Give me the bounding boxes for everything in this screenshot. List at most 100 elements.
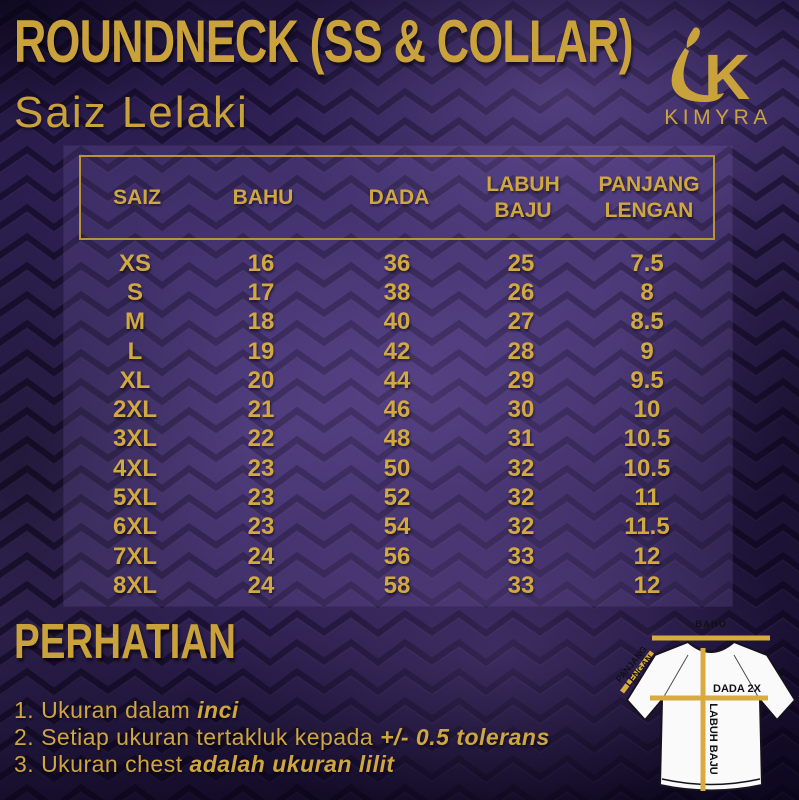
cell-saiz: 3XL <box>112 425 157 453</box>
cell-dada: 40 <box>383 308 411 336</box>
collar-line <box>690 643 732 652</box>
column-header-bahu: BAHU <box>232 185 294 209</box>
cell-panjang-lengan: 12 <box>633 542 661 570</box>
size-table-body: XS 16 36 25 7.5 S 17 38 26 8 M 18 40 27 … <box>79 249 715 601</box>
note-1-text: 1. Ukuran dalam <box>14 697 198 723</box>
cell-dada: 52 <box>383 484 411 512</box>
cell-labuh-baju: 32 <box>507 454 535 482</box>
cell-bahu: 16 <box>247 249 275 277</box>
cell-saiz: 2XL <box>112 396 157 424</box>
cell-saiz: 4XL <box>112 454 157 482</box>
cell-labuh-baju: 27 <box>507 308 535 336</box>
cell-bahu: 23 <box>247 513 275 541</box>
cell-labuh-baju: 33 <box>507 571 535 599</box>
cell-dada: 44 <box>383 366 411 394</box>
column-header-saiz: SAIZ <box>113 185 161 209</box>
size-table-header: SAIZ BAHU DADA LABUH BAJU PANJANG LENGAN <box>79 155 715 240</box>
cell-saiz: 8XL <box>112 571 157 599</box>
cell-bahu: 20 <box>247 366 275 394</box>
note-item-2: 2. Setiap ukuran tertakluk kepada +/- 0.… <box>14 724 550 751</box>
cell-bahu: 22 <box>247 425 275 453</box>
note-3-emphasis: adalah ukuran lilit <box>189 751 395 777</box>
size-table-panel <box>63 145 733 607</box>
size-table-row: 2XL 21 46 30 10 <box>79 395 715 424</box>
size-table-row: 4XL 23 50 32 10.5 <box>79 454 715 483</box>
cell-bahu: 23 <box>247 454 275 482</box>
cell-panjang-lengan: 9.5 <box>630 366 664 394</box>
cell-panjang-lengan: 8.5 <box>630 308 664 336</box>
size-table-row: 7XL 24 56 33 12 <box>79 542 715 571</box>
size-table-row: 3XL 22 48 31 10.5 <box>79 425 715 454</box>
tshirt-measurement-diagram: BAHU PANJANG LENGAN DADA 2X LABUH BAJU <box>614 619 796 792</box>
cell-panjang-lengan: 7.5 <box>630 249 664 277</box>
hem-line <box>661 778 761 786</box>
size-table-row: L 19 42 28 9 <box>79 337 715 366</box>
cell-bahu: 17 <box>247 278 275 306</box>
notes-heading: PERHATIAN <box>14 613 236 669</box>
cell-dada: 42 <box>383 337 411 365</box>
bahu-label: BAHU <box>695 619 726 630</box>
cell-dada: 54 <box>383 513 411 541</box>
cell-labuh-baju: 26 <box>507 278 535 306</box>
cell-dada: 58 <box>383 571 411 599</box>
cell-panjang-lengan: 12 <box>633 571 661 599</box>
cell-bahu: 21 <box>247 396 275 424</box>
size-table-row: 5XL 23 52 32 11 <box>79 483 715 512</box>
cell-panjang-lengan: 10.5 <box>623 454 671 482</box>
panjang-lengan-measure-line <box>620 650 654 694</box>
cell-labuh-baju: 31 <box>507 425 535 453</box>
column-header-dada: DADA <box>368 185 430 209</box>
kimyra-logo: K KIMYRA <box>664 27 772 129</box>
cell-saiz: S <box>126 278 143 306</box>
column-header-panjang-lengan: PANJANG LENGAN <box>598 173 700 222</box>
cell-dada: 48 <box>383 425 411 453</box>
size-table-row: 8XL 24 58 33 12 <box>79 571 715 600</box>
cell-labuh-baju: 32 <box>507 513 535 541</box>
note-item-3: 3. Ukuran chest adalah ukuran lilit <box>14 751 550 778</box>
cell-dada: 36 <box>383 249 411 277</box>
note-1-emphasis: inci <box>197 697 239 723</box>
cell-saiz: XS <box>118 249 151 277</box>
column-header-labuh-baju: LABUH BAJU <box>486 173 560 222</box>
cell-dada: 46 <box>383 396 411 424</box>
size-table-row: S 17 38 26 8 <box>79 278 715 307</box>
cell-bahu: 18 <box>247 308 275 336</box>
cell-labuh-baju: 25 <box>507 249 535 277</box>
cell-bahu: 24 <box>247 571 275 599</box>
cell-labuh-baju: 29 <box>507 366 535 394</box>
labuh-baju-label: LABUH BAJU <box>707 703 719 775</box>
brand-name: KIMYRA <box>664 106 772 129</box>
sleeve-seams <box>661 654 761 701</box>
page-title: ROUNDNECK (SS & COLLAR) <box>14 7 634 76</box>
note-2-text: 2. Setiap ukuran tertakluk kepada <box>14 724 381 750</box>
size-table-row: XS 16 36 25 7.5 <box>79 249 715 278</box>
cell-saiz: XL <box>119 366 151 394</box>
size-table-row: M 18 40 27 8.5 <box>79 308 715 337</box>
size-table-row: XL 20 44 29 9.5 <box>79 366 715 395</box>
cell-bahu: 24 <box>247 542 275 570</box>
svg-text:K: K <box>704 41 750 113</box>
cell-labuh-baju: 32 <box>507 484 535 512</box>
note-item-1: 1. Ukuran dalam inci <box>14 697 550 724</box>
cell-panjang-lengan: 11 <box>634 484 660 512</box>
cell-panjang-lengan: 10 <box>633 396 661 424</box>
cell-dada: 56 <box>383 542 411 570</box>
cell-labuh-baju: 28 <box>507 337 535 365</box>
cell-saiz: 7XL <box>112 542 157 570</box>
cell-saiz: 5XL <box>112 484 157 512</box>
cell-saiz: 6XL <box>112 513 157 541</box>
tshirt-outline <box>626 641 796 792</box>
dada-label: DADA 2X <box>713 683 762 695</box>
note-2-emphasis: +/- 0.5 tolerans <box>380 724 550 750</box>
note-3-text: 3. Ukuran chest <box>14 751 190 777</box>
cell-panjang-lengan: 11.5 <box>624 513 670 541</box>
cell-bahu: 19 <box>247 337 275 365</box>
page-subtitle: Saiz Lelaki <box>14 88 249 137</box>
cell-panjang-lengan: 9 <box>640 337 654 365</box>
cell-saiz: M <box>125 308 145 336</box>
cell-panjang-lengan: 8 <box>640 278 654 306</box>
cell-dada: 50 <box>383 454 411 482</box>
cell-labuh-baju: 30 <box>507 396 535 424</box>
cell-dada: 38 <box>383 278 411 306</box>
cell-saiz: L <box>127 337 143 365</box>
